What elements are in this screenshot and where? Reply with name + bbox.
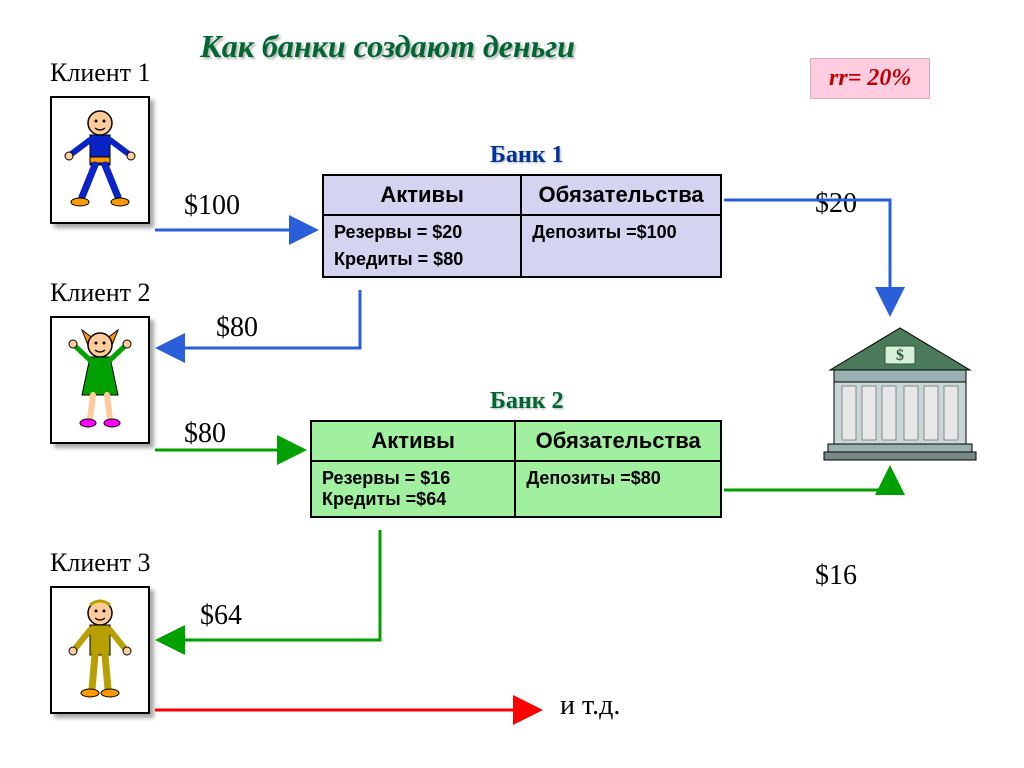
bank2-credits: Кредиты =$64 <box>322 489 504 510</box>
rr-value: 20% <box>867 65 911 91</box>
bank1-liab-header: Обязательства <box>521 175 721 215</box>
bank2-reserves: Резервы = $16 <box>322 468 504 489</box>
bank2-deposits: Депозиты =$80 <box>515 461 721 517</box>
arrow-reserve1 <box>724 200 890 314</box>
rr-label: rr <box>829 65 848 91</box>
etc-label: и т.д. <box>560 690 620 722</box>
client3-icon <box>60 595 140 705</box>
bank2-assets-cell: Резервы = $16 Кредиты =$64 <box>311 461 515 517</box>
dollar-sign: $ <box>896 347 904 364</box>
bank1-title: Банк 1 <box>490 142 564 169</box>
flow-loan1: $80 <box>216 312 258 344</box>
arrow-loan1 <box>158 290 360 348</box>
client3-label: Клиент 3 <box>50 548 151 578</box>
client2-label: Клиент 2 <box>50 278 151 308</box>
client2-figure <box>50 316 150 444</box>
title-text: Как банки создают деньги <box>200 28 575 64</box>
client1-figure <box>50 96 150 224</box>
client1-label: Клиент 1 <box>50 58 151 88</box>
flow-deposit1: $100 <box>184 190 240 222</box>
client1-icon <box>60 105 140 215</box>
bank1-table: Активы Обязательства Резервы = $20 Креди… <box>322 174 722 278</box>
flow-reserve2: $16 <box>815 560 857 592</box>
bank1-assets-cell: Резервы = $20 Кредиты = $80 <box>323 215 521 277</box>
flow-loan2: $64 <box>200 600 242 632</box>
bank1-deposits: Депозиты =$100 <box>521 215 721 277</box>
arrow-loan2 <box>158 530 380 640</box>
client3-figure <box>50 586 150 714</box>
central-bank-icon: $ <box>820 320 980 475</box>
bank1-assets-header: Активы <box>323 175 521 215</box>
bank1-credits: Кредиты = $80 <box>334 249 510 270</box>
bank1-reserves: Резервы = $20 <box>334 222 510 243</box>
bank2-assets-header: Активы <box>311 421 515 461</box>
flow-deposit2: $80 <box>184 418 226 450</box>
bank2-title: Банк 2 <box>490 388 564 415</box>
page-title: Как банки создают деньги <box>200 28 575 65</box>
rr-box: rr= 20% <box>810 58 930 99</box>
rr-equals: = <box>848 65 868 91</box>
bank2-liab-header: Обязательства <box>515 421 721 461</box>
flow-reserve1: $20 <box>815 188 857 220</box>
client2-icon <box>60 325 140 435</box>
bank2-table: Активы Обязательства Резервы = $16 Креди… <box>310 420 722 518</box>
